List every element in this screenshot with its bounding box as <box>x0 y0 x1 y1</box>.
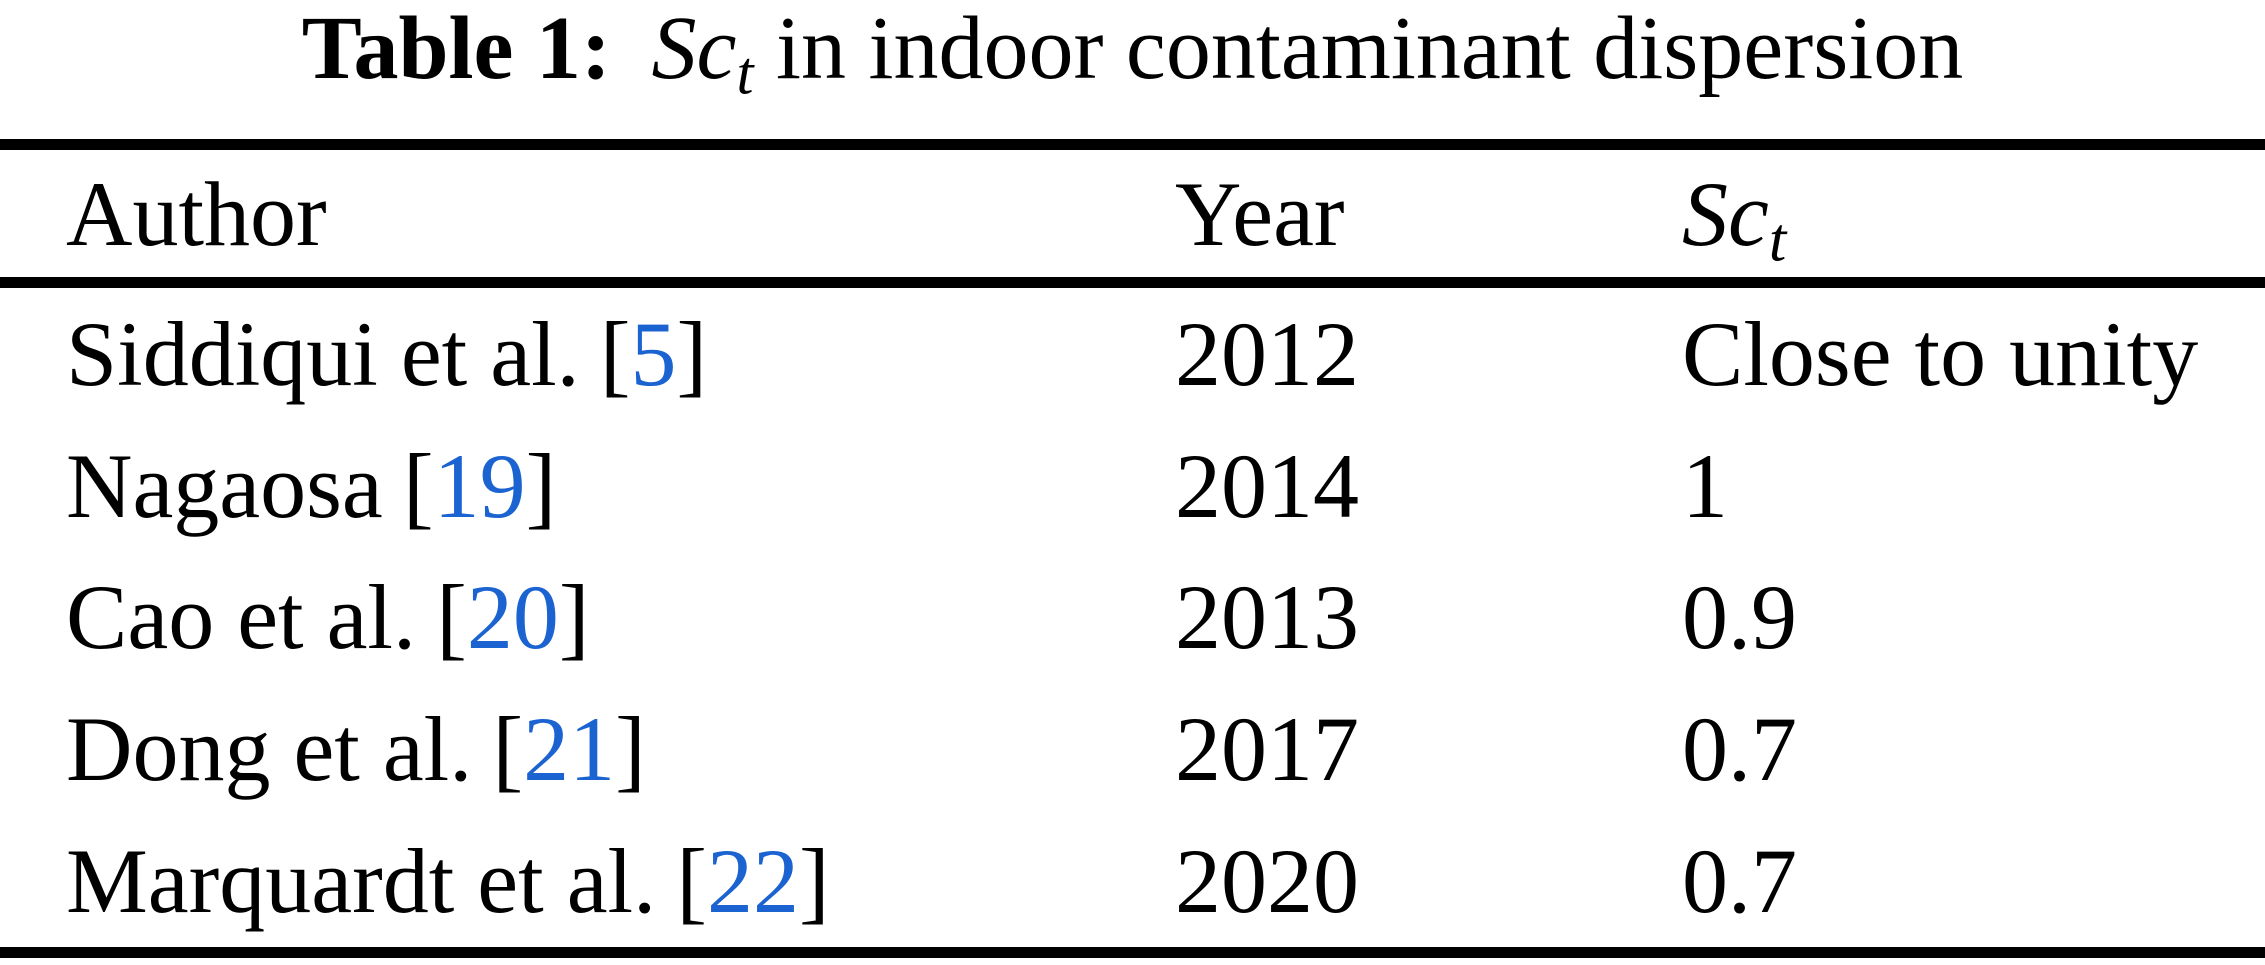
table-row: Cao et al. [20] 2013 0.9 <box>0 552 2265 684</box>
citation-bracket-close: ] <box>558 566 590 669</box>
year-cell: 2013 <box>1175 566 1359 669</box>
schmidt-number-subscript: t <box>736 39 754 108</box>
year-cell: 2014 <box>1175 434 1359 537</box>
citation-link[interactable]: 19 <box>433 434 526 537</box>
author-cell: Marquardt et al. [22] <box>66 828 1175 934</box>
table-caption-text: in indoor contaminant dispersion <box>775 0 1964 98</box>
citation-link[interactable]: 22 <box>706 830 799 933</box>
author-name: Marquardt et al. <box>66 830 657 933</box>
table-row: Siddiqui et al. [5] 2012 Close to unity <box>0 288 2265 420</box>
citation-bracket-open: [ <box>436 566 467 669</box>
citation-link[interactable]: 20 <box>466 566 559 669</box>
citation-bracket-open: [ <box>599 302 631 405</box>
citation-bracket-open: [ <box>402 434 434 537</box>
column-header-year: Year <box>1175 162 1345 265</box>
sct-cell: 0.7 <box>1682 698 1797 801</box>
author-name: Nagaosa <box>66 434 383 537</box>
citation-bracket-close: ] <box>615 698 646 801</box>
author-name: Cao et al. <box>66 566 416 669</box>
column-header-author: Author <box>66 162 327 265</box>
table-row: Marquardt et al. [22] 2020 0.7 <box>0 815 2265 947</box>
table-rule-bottom <box>0 947 2265 958</box>
table-row: Nagaosa [19] 2014 1 <box>0 420 2265 552</box>
table-body: Siddiqui et al. [5] 2012 Close to unity N… <box>0 288 2265 947</box>
table-rule-top <box>0 139 2265 150</box>
sct-cell: Close to unity <box>1682 302 2199 405</box>
author-cell: Nagaosa [19] <box>66 433 1175 539</box>
author-cell: Cao et al. [20] <box>66 564 1175 670</box>
citation-bracket-open: [ <box>492 698 524 801</box>
citation-link[interactable]: 21 <box>523 698 616 801</box>
schmidt-number-symbol: Sct <box>651 0 754 108</box>
sct-cell: 0.9 <box>1682 566 1797 669</box>
citation-link[interactable]: 5 <box>630 302 677 405</box>
table-row: Dong et al. [21] 2017 0.7 <box>0 683 2265 815</box>
table-rule-header <box>0 277 2265 288</box>
bottom-margin <box>0 958 2265 965</box>
year-cell: 2017 <box>1175 698 1359 801</box>
author-cell: Siddiqui et al. [5] <box>66 301 1175 407</box>
author-cell: Dong et al. [21] <box>66 696 1175 802</box>
author-name: Siddiqui et al. <box>66 302 580 405</box>
column-header-sct: Sct <box>1682 161 2265 275</box>
year-cell: 2012 <box>1175 302 1359 405</box>
sct-cell: 0.7 <box>1682 830 1797 933</box>
citation-bracket-open: [ <box>676 830 707 933</box>
citation-bracket-close: ] <box>798 830 830 933</box>
schmidt-number-subscript: t <box>1768 204 1787 275</box>
citation-bracket-close: ] <box>525 434 557 537</box>
table-caption: Table 1: Sct in indoor contaminant disper… <box>0 0 2265 139</box>
citation-bracket-close: ] <box>676 302 708 405</box>
sct-cell: 1 <box>1682 434 1728 537</box>
author-name: Dong et al. <box>66 698 473 801</box>
year-cell: 2020 <box>1175 830 1359 933</box>
table-header-row: Author Year Sct <box>0 150 2265 277</box>
table-caption-label: Table 1: <box>301 0 611 98</box>
schmidt-number-symbol: Sct <box>1682 162 1787 275</box>
